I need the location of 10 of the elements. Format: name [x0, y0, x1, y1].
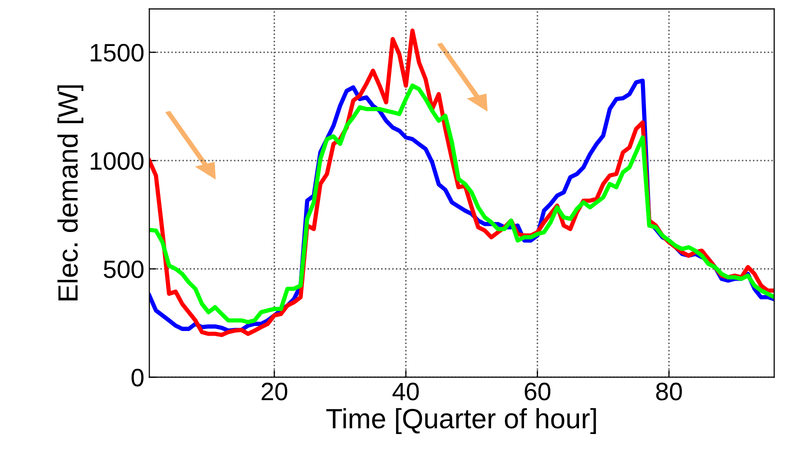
y-tick-label: 1000 [90, 152, 144, 170]
x-tick-label: 80 [656, 382, 682, 400]
y-tick-label: 0 [132, 368, 144, 386]
x-axis-title: Time [Quarter of hour] [326, 408, 596, 434]
x-tick-label: 20 [262, 382, 288, 400]
y-tick-label: 1500 [90, 44, 144, 62]
y-tick-label: 500 [104, 260, 144, 278]
x-tick-label: 40 [392, 382, 419, 400]
x-tick-label: 60 [524, 382, 550, 400]
y-axis-title: Elec. demand [W] [57, 85, 84, 300]
